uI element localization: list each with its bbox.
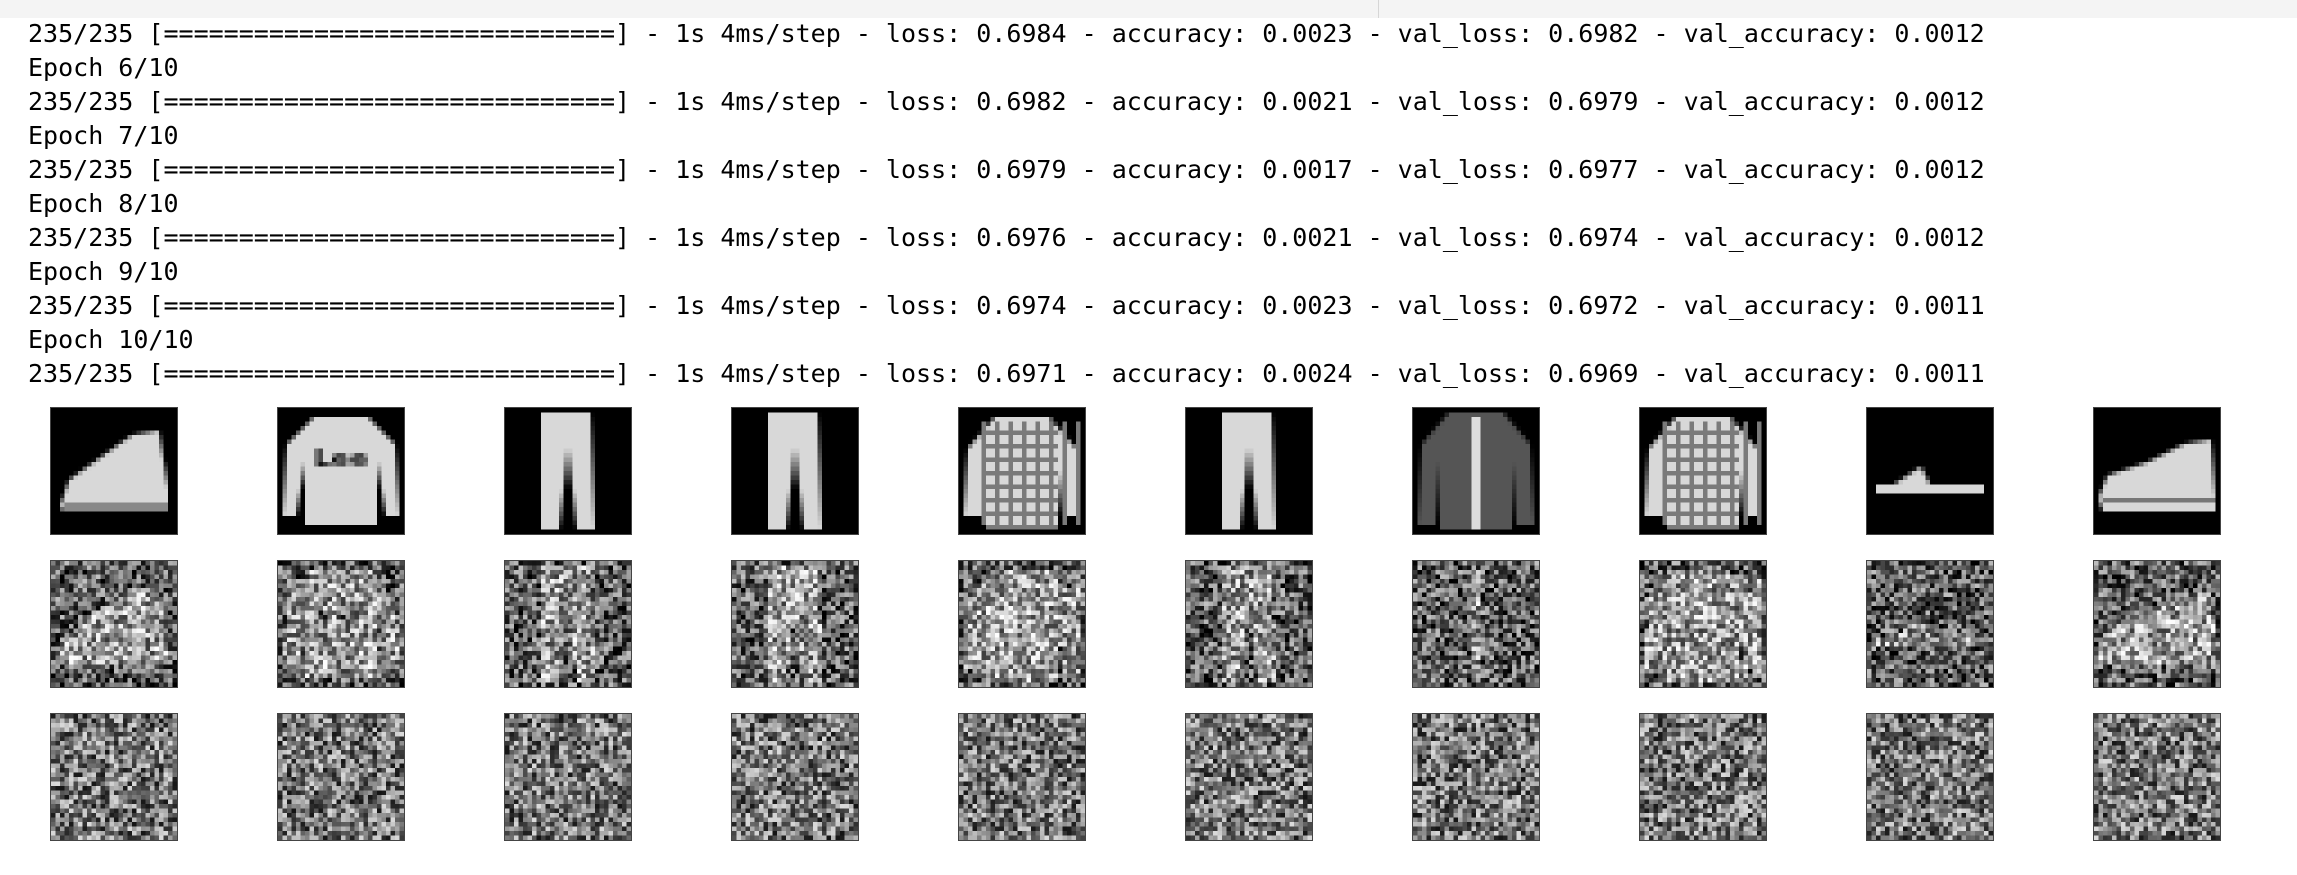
training-log: 235/235 [==============================]… (28, 17, 1985, 391)
log-line: Epoch 10/10 (28, 325, 194, 354)
noise-image-shirt (1639, 713, 1767, 841)
noise-image-trouser (504, 713, 632, 841)
original-image-coat (1412, 407, 1540, 535)
original-image-ankle-boot (50, 407, 178, 535)
original-image-trouser (504, 407, 632, 535)
noise-image-shirt (958, 713, 1086, 841)
noise-image-trouser (1185, 713, 1313, 841)
original-image-shirt (1639, 407, 1767, 535)
reconstruction-image-shirt (958, 560, 1086, 688)
original-image-pullover (277, 407, 405, 535)
log-line: Epoch 9/10 (28, 257, 179, 286)
log-line: 235/235 [==============================]… (28, 87, 1985, 116)
noise-image-coat (1412, 713, 1540, 841)
reconstruction-image-trouser (504, 560, 632, 688)
original-image-trouser (731, 407, 859, 535)
reconstruction-image-trouser (731, 560, 859, 688)
top-bar-divider (1378, 0, 1379, 18)
log-line: 235/235 [==============================]… (28, 291, 1985, 320)
log-line: 235/235 [==============================]… (28, 19, 1985, 48)
reconstruction-image-sneaker (2093, 560, 2221, 688)
output-top-bar (0, 0, 2297, 18)
original-image-sneaker (2093, 407, 2221, 535)
log-line: 235/235 [==============================]… (28, 223, 1985, 252)
noise-image-sneaker (2093, 713, 2221, 841)
reconstruction-image-sandal (1866, 560, 1994, 688)
log-line: 235/235 [==============================]… (28, 359, 1985, 388)
log-line: Epoch 7/10 (28, 121, 179, 150)
original-image-sandal (1866, 407, 1994, 535)
noise-image-sandal (1866, 713, 1994, 841)
log-line: Epoch 8/10 (28, 189, 179, 218)
reconstruction-image-pullover (277, 560, 405, 688)
noise-image-trouser (731, 713, 859, 841)
reconstruction-image-ankle-boot (50, 560, 178, 688)
log-line: 235/235 [==============================]… (28, 155, 1985, 184)
noise-image-ankle-boot (50, 713, 178, 841)
reconstruction-image-trouser (1185, 560, 1313, 688)
noise-image-pullover (277, 713, 405, 841)
original-image-shirt (958, 407, 1086, 535)
reconstruction-image-shirt (1639, 560, 1767, 688)
log-line: Epoch 6/10 (28, 53, 179, 82)
reconstruction-image-coat (1412, 560, 1540, 688)
original-image-trouser (1185, 407, 1313, 535)
